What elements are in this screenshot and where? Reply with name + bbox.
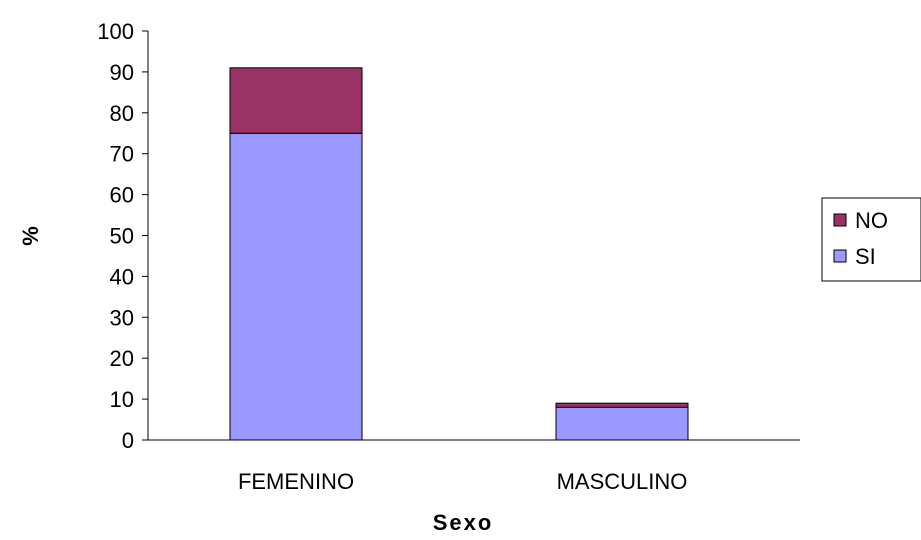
y-tick-label: 30	[110, 305, 134, 330]
y-tick-label: 20	[110, 346, 134, 371]
bar-femenino-no	[230, 68, 362, 133]
bar-masculino-no	[556, 403, 688, 407]
bar-femenino-si	[230, 133, 362, 440]
y-tick-label: 0	[122, 428, 134, 453]
bars	[230, 68, 688, 440]
y-tick-label: 40	[110, 264, 134, 289]
y-tick-label: 10	[110, 387, 134, 412]
legend-label-no: NO	[855, 208, 888, 233]
x-axis-title: Sexo	[433, 510, 494, 535]
x-tick-label: MASCULINO	[557, 469, 688, 494]
y-tick-label: 100	[97, 19, 134, 44]
y-tick-label: 70	[110, 142, 134, 167]
legend-swatch-si	[834, 250, 846, 262]
y-tick-label: 80	[110, 101, 134, 126]
category-labels: FEMENINO MASCULINO	[238, 469, 687, 494]
legend: NO SI	[822, 198, 921, 281]
x-tick-label: FEMENINO	[238, 469, 354, 494]
y-tick-label: 60	[110, 183, 134, 208]
y-axis-title: %	[18, 226, 43, 246]
legend-swatch-no	[834, 214, 846, 226]
y-tick-label: 50	[110, 224, 134, 249]
y-axis: 0 10 20 30 40 50 60 70 80 90 100	[97, 19, 148, 453]
y-tick-label: 90	[110, 60, 134, 85]
bar-masculino-si	[556, 407, 688, 440]
legend-label-si: SI	[855, 244, 876, 269]
